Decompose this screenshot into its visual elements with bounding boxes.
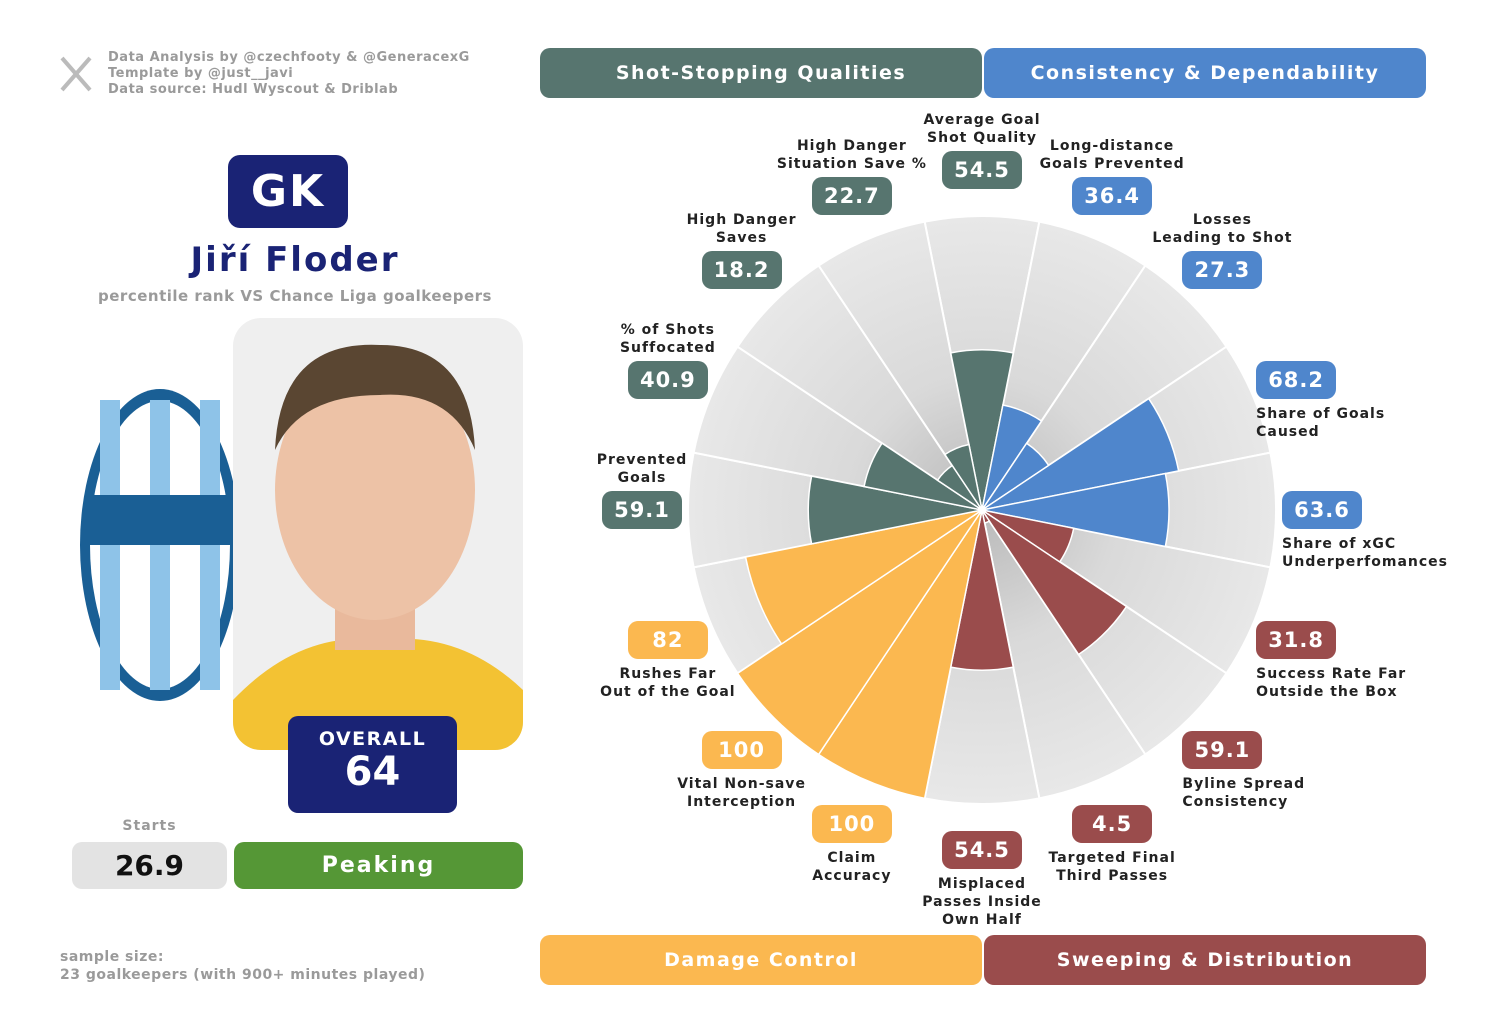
slice-background [736,264,983,511]
value-label: 40.9 [627,360,708,399]
credit: Data Analysis by @czechfooty & @Generace… [108,50,470,65]
slice-label: Byline Spread Consistency [1182,776,1306,811]
value-label: 100 [811,805,892,844]
club-logo [80,389,245,701]
slice-label: Rushes Far Out of the Goal [600,666,736,701]
value-label: 31.8 [1256,621,1337,660]
value-label: 36.4 [1072,176,1153,215]
group-header: Damage Control [540,935,982,985]
slice-bar [863,442,983,511]
overall-box: OVERALL 64 [288,716,457,813]
slice-bar [817,509,983,800]
player-name: Jiří Floder [190,240,400,280]
overall-value: 64 [344,749,401,795]
slice-label: Losses Leading to Shot [1152,211,1293,246]
credit: Data source: Hudl Wyscout & Driblab [108,82,399,97]
value-label: 54.5 [942,831,1022,869]
slice-label: Share of Goals Caused [1256,405,1386,440]
x-logo [60,56,92,92]
starts-label: Starts [122,818,177,834]
sample-size: sample size: [60,949,164,965]
slice-label: Share of xGC Underperfomances [1282,536,1449,570]
slice-label: Claim Accuracy [812,850,892,885]
slice-background [981,264,1228,511]
subtitle: percentile rank VS Chance Liga goalkeepe… [98,287,492,305]
slice-bar [736,509,983,756]
value-label: 22.7 [811,176,892,215]
position-badge: GK [228,155,348,228]
value-label: 18.2 [701,250,782,289]
slice-bar [943,443,983,511]
slice-bar [981,404,1043,511]
value-label: 59.1 [602,491,682,529]
value-label: 68.2 [1256,360,1337,399]
form-badge: Peaking [234,842,523,889]
slice-bar [981,397,1180,511]
slice-label: High Danger Saves [686,211,797,246]
sample-size: 23 goalkeepers (with 900+ minutes played… [60,967,426,983]
value-label: 82 [627,621,708,660]
slice-label: Misplaced Passes Inside Own Half [922,876,1042,928]
slice-bar [949,349,1015,511]
slice-label: Targeted Final Third Passes [1048,850,1176,885]
slice-label: % of Shots Suffocated [619,321,716,356]
group-header: Consistency & Dependability [984,48,1426,98]
value-label: 4.5 [1072,805,1153,844]
starts-value: 26.9 [72,842,227,889]
slice-bar [981,472,1170,548]
group-header: Sweeping & Distribution [984,935,1426,985]
slice-label: Long-distance Goals Prevented [1039,137,1185,172]
slice-label: Success Rate Far Outside the Box [1256,666,1407,701]
overall-label: OVERALL [318,728,427,750]
value-label: 100 [701,731,782,770]
slice-label: High Danger Situation Save % [776,137,927,172]
slice-label: Prevented Goals [596,452,688,486]
slice-label: Average Goal Shot Quality [923,112,1041,146]
value-label: 59.1 [1182,731,1263,770]
credit: Template by @just__javi [108,66,294,81]
player-photo [233,318,523,750]
slice-bar [807,475,983,545]
slice-background [981,509,1147,800]
slice-bar [744,509,983,645]
slice-label: Vital Non-save Interception [677,776,806,811]
slice-bar [981,509,1128,656]
value-label: 54.5 [942,151,1022,189]
slice-background [817,220,983,511]
group-header: Shot-Stopping Qualities [540,48,982,98]
value-label: 27.3 [1182,250,1263,289]
value-label: 63.6 [1282,491,1362,529]
